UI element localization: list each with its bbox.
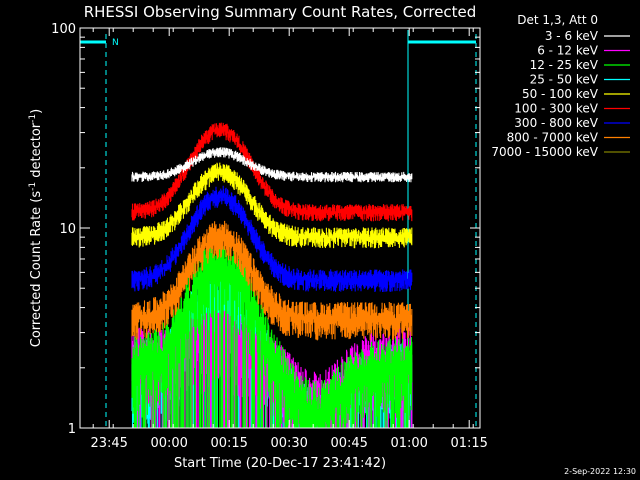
y-tick-label-1: 10 [59, 222, 76, 237]
plot-area: N [79, 30, 477, 428]
x-tick-label-2: 00:15 [210, 436, 247, 451]
chart-title: RHESSI Observing Summary Count Rates, Co… [84, 3, 477, 21]
legend-label-7: 800 - 7000 keV [507, 131, 599, 145]
x-tick-label-6: 01:15 [450, 436, 487, 451]
legend-label-5: 100 - 300 keV [514, 102, 598, 116]
legend-label-3: 25 - 50 keV [530, 73, 599, 87]
x-tick-label-4: 00:45 [330, 436, 367, 451]
legend-header: Det 1,3, Att 0 [517, 13, 598, 27]
legend-label-2: 12 - 25 keV [530, 58, 599, 72]
series-7 [131, 220, 413, 341]
x-tick-label-0: 23:45 [90, 436, 127, 451]
footer-date: 2-Sep-2022 12:30 [564, 467, 636, 476]
x-axis-ticks: 23:45 00:00 00:15 00:30 00:45 01:00 01:15 [90, 28, 488, 451]
night-label: N [112, 38, 119, 48]
series-4 [131, 162, 413, 249]
legend-label-0: 3 - 6 keV [545, 29, 599, 43]
x-axis-label: Start Time (20-Dec-17 23:41:42) [174, 456, 386, 471]
x-tick-label-3: 00:30 [270, 436, 307, 451]
y-axis-ticks: 1 10 100 [51, 22, 480, 437]
y-tick-label-0: 1 [68, 422, 76, 437]
legend-label-1: 6 - 12 keV [537, 44, 599, 58]
series-0 [131, 147, 413, 183]
series-5 [131, 122, 413, 222]
legend-label-4: 50 - 100 keV [522, 87, 599, 101]
x-tick-label-1: 00:00 [150, 436, 187, 451]
legend-label-6: 300 - 800 keV [514, 116, 598, 130]
x-tick-label-5: 01:00 [390, 436, 427, 451]
y-axis-label: Corrected Count Rate (s-1 detector-1) [28, 109, 44, 347]
series-2 [131, 235, 413, 428]
legend-label-8: 7000 - 15000 keV [491, 145, 598, 159]
y-tick-label-2: 100 [51, 22, 76, 37]
series-6 [131, 185, 413, 292]
